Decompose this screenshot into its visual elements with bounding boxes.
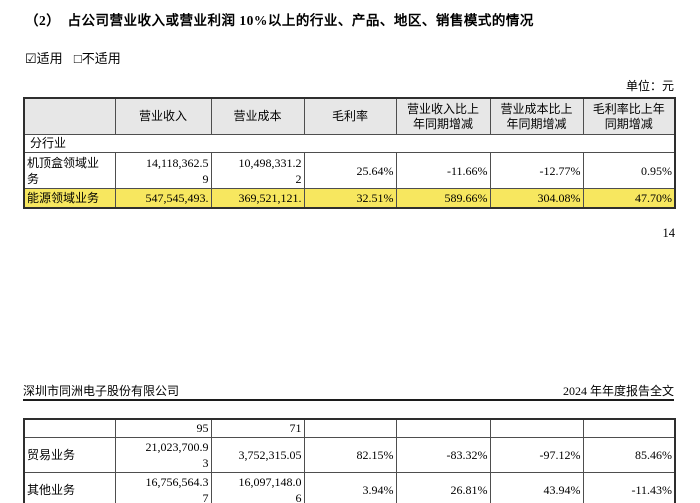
segment-revenue-table-continued: 95 71 贸易业务 21,023,700.9 3 3,752,315.05 8… (23, 418, 676, 503)
section-label: 分行业 (23, 134, 676, 153)
cell-margin-yoy: 0.95% (582, 152, 676, 189)
cell-margin: 82.15% (303, 437, 397, 473)
row-label: 能源领域业务 (23, 188, 116, 209)
cell-revenue: 547,545,493. (114, 188, 212, 209)
header-cost-yoy: 营业成本比上 年同期增减 (489, 97, 584, 135)
company-name: 深圳市同洲电子股份有限公司 (23, 384, 180, 398)
header-divider (23, 399, 674, 401)
header-operating-cost: 营业成本 (210, 97, 305, 135)
row-label: 机顶盒领域业 务 (23, 152, 116, 189)
row-trade: 贸易业务 21,023,700.9 3 3,752,315.05 82.15% … (23, 437, 676, 473)
cell-empty (489, 418, 584, 438)
cell-cost-yoy: -12.77% (489, 152, 584, 189)
row-other: 其他业务 16,756,564.3 7 16,097,148.0 6 3.94%… (23, 472, 676, 503)
segment-revenue-table: 营业收入 营业成本 毛利率 营业收入比上 年同期增减 营业成本比上 年同期增减 … (23, 97, 676, 209)
header-operating-revenue: 营业收入 (114, 97, 212, 135)
cell-empty (303, 418, 397, 438)
row-energy-highlighted: 能源领域业务 547,545,493. 369,521,121. 32.51% … (23, 188, 676, 209)
cell-cost-yoy: -97.12% (489, 437, 584, 473)
applicability-line: ☑适用 □不适用 (25, 48, 129, 67)
cell-revenue: 14,118,362.5 9 (114, 152, 212, 189)
not-applicable-checkbox: □不适用 (73, 51, 121, 66)
cell-cost: 3,752,315.05 (210, 437, 305, 473)
cell-margin-yoy: 85.46% (582, 437, 676, 473)
cell-revenue: 16,756,564.3 7 (114, 472, 212, 503)
unit-label: 单位：元 (625, 79, 674, 93)
cell-cost: 10,498,331.2 2 (210, 152, 305, 189)
cell-revenue: 21,023,700.9 3 (114, 437, 212, 473)
cell-margin-yoy: -11.43% (582, 472, 676, 503)
row-label: 其他业务 (23, 472, 116, 503)
cell-cost: 16,097,148.0 6 (210, 472, 305, 503)
cell-revenue-yoy: -11.66% (395, 152, 491, 189)
section-by-industry-row: 分行业 (23, 134, 676, 153)
cell-revenue-yoy: 26.81% (395, 472, 491, 503)
running-header: 深圳市同洲电子股份有限公司 2024 年年度报告全文 (23, 382, 674, 399)
page-number: 14 (662, 226, 676, 240)
row-energy-continuation: 95 71 (23, 418, 676, 438)
cell-margin: 25.64% (303, 152, 397, 189)
cell-margin-yoy: 47.70% (582, 188, 676, 209)
cell-revenue-cont: 95 (114, 418, 212, 438)
cell-margin: 3.94% (303, 472, 397, 503)
cell-empty (395, 418, 491, 438)
header-empty (23, 97, 116, 135)
report-title: 2024 年年度报告全文 (562, 384, 674, 398)
cell-margin: 32.51% (303, 188, 397, 209)
cell-cost-yoy: 43.94% (489, 472, 584, 503)
header-gross-margin: 毛利率 (303, 97, 397, 135)
applicable-checkbox-checked: ☑适用 (25, 51, 63, 66)
cell-revenue-yoy: 589.66% (395, 188, 491, 209)
cell-cost: 369,521,121. (210, 188, 305, 209)
row-label: 贸易业务 (23, 437, 116, 473)
cell-revenue-yoy: -83.32% (395, 437, 491, 473)
row-set-top-box: 机顶盒领域业 务 14,118,362.5 9 10,498,331.2 2 2… (23, 152, 676, 189)
cell-cost-yoy: 304.08% (489, 188, 584, 209)
header-margin-yoy: 毛利率比上年 同期增减 (582, 97, 676, 135)
cell-empty (582, 418, 676, 438)
section-title: （2） 占公司营业收入或营业利润 10%以上的行业、产品、地区、销售模式的情况 (25, 13, 534, 28)
header-revenue-yoy: 营业收入比上 年同期增减 (395, 97, 491, 135)
row-label (23, 418, 116, 438)
cell-cost-cont: 71 (210, 418, 305, 438)
table-header-row: 营业收入 营业成本 毛利率 营业收入比上 年同期增减 营业成本比上 年同期增减 … (23, 97, 676, 135)
